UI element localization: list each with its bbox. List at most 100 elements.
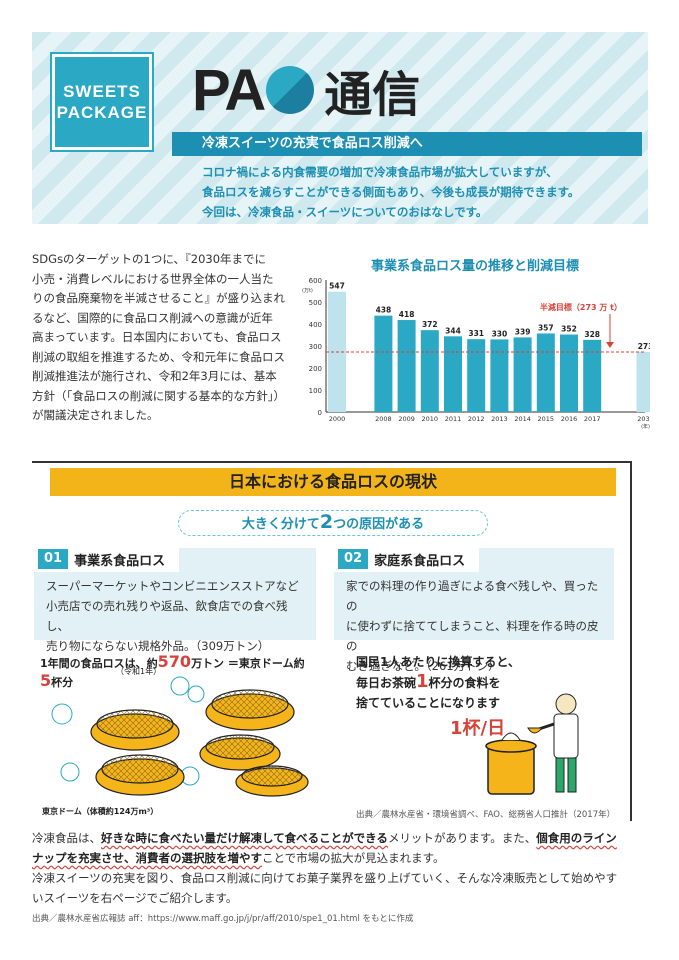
cause-number: 02 (338, 549, 369, 569)
section-title: 日本における食品ロスの現状 (50, 468, 616, 496)
cause-number: 01 (38, 549, 69, 569)
stat-mid: ＝東京ドーム約 (227, 657, 305, 670)
logo-line2: PACKAGE (56, 103, 148, 122)
cause-line: に使わずに捨ててしまうこと、料理を作る時の皮の (346, 619, 599, 653)
bar-value-label: 328 (584, 330, 600, 339)
x-tick-label: 2010 (422, 415, 439, 423)
cause-body: スーパーマーケットやコンビニエンスストアなど 小売店での売れ残りや返品、飲食店で… (46, 576, 308, 656)
bar (374, 315, 393, 412)
bar-value-label: 372 (422, 320, 438, 329)
stat-text: 毎日お茶碗 (356, 676, 417, 690)
cause-line: 売り物にならない規格外品。（309万トン） (46, 639, 270, 653)
x-tick-label: 2016 (561, 415, 578, 423)
text: ことで市場の拡大が見込まれます。 (262, 851, 445, 865)
y-tick-label: 100 (309, 387, 322, 395)
bar-value-label: 330 (492, 329, 508, 338)
y-tick-label: 200 (309, 365, 322, 373)
dome-icon (90, 689, 309, 797)
x-tick-label: 2011 (445, 415, 462, 423)
highlight: 好きな時に食べたい量だけ解凍して食べることができる (101, 831, 388, 845)
bar-value-label: 339 (515, 327, 531, 336)
bar (583, 339, 602, 412)
cause-head: 02 家庭系食品ロス (334, 546, 480, 572)
stat-pre: 1年間の食品ロスは、約 (40, 657, 158, 670)
bar-value-label: 418 (399, 310, 415, 319)
bar-value-label: 438 (376, 306, 392, 315)
bar (397, 320, 416, 412)
stat-num: 1 (416, 671, 429, 692)
stat-text: 杯分の食料を (428, 676, 501, 690)
cause-business: 01 事業系食品ロス スーパーマーケットやコンビニエンスストアなど 小売店での売… (34, 546, 316, 653)
bar-value-label: 352 (561, 325, 577, 334)
text: 冷凍食品は、 (32, 831, 101, 845)
stat-note: （令和1年） (116, 667, 162, 676)
tree-icon (51, 676, 205, 786)
header-banner: SWEETS PACKAGE PA 通信 冷凍スイーツの充実で食品ロス削減へ コ… (32, 32, 648, 224)
bar (560, 334, 578, 412)
lead-line: 食品ロスを減らすことができる側面もあり、今後も成長が期待できます。 (202, 185, 580, 199)
brand-left: PA (192, 57, 266, 123)
intro-line: 削減の取組を推進するため、令和元年に食品ロス (32, 349, 285, 364)
x-axis-unit: (年) (641, 423, 650, 430)
brand-o-icon (266, 66, 315, 114)
two-causes-pill: 大きく分けて2つの原因がある (178, 510, 488, 536)
food-loss-bar-chart: 0 100 200 300 400 500 600 (万t) 547 2000 438 2008 418… (302, 277, 650, 430)
per-person-stat: 国民1人あたりに換算すると、 毎日お茶碗1杯分の食料を 捨てていることになります (356, 652, 616, 713)
cause-body: 家での料理の作り過ぎによる食べ残しや、買ったの に使わずに捨ててしまうこと、料理… (346, 576, 606, 676)
pao-tsushin-title: PA 通信 (192, 50, 420, 130)
target-arrowhead (606, 341, 614, 348)
intro-line: りの食品廃棄物を半減させること』が盛り込まれ (32, 291, 285, 305)
annual-loss-stat: 1年間の食品ロスは、約570万トン ＝東京ドーム約 5杯分 （令和1年） (40, 652, 310, 690)
bar-value-label: 331 (468, 329, 484, 338)
cause-label: 事業系食品ロス (74, 553, 166, 569)
stat-num: 570 (157, 652, 192, 671)
y-tick-label: 400 (309, 321, 322, 329)
target-label: 半減目標（273 万 t） (540, 302, 622, 312)
x-tick-label: 2030 (637, 415, 650, 423)
trash-bin-person-icon (485, 693, 579, 795)
chart-title: 事業系食品ロス量の推移と削減目標 (370, 259, 579, 274)
stat-num2: 5 (40, 671, 52, 690)
x-tick-label: 2012 (468, 415, 485, 423)
lead-text: コロナ禍による内食需要の増加で冷凍食品市場が拡大していますが、 食品ロスを減らす… (202, 162, 642, 222)
bar-value-label: 547 (329, 282, 345, 291)
x-tick-label: 2009 (398, 415, 415, 423)
bar (467, 339, 486, 412)
y-tick-label: 500 (309, 299, 322, 307)
x-tick-label: 2015 (538, 415, 555, 423)
x-tick-label: 2013 (491, 415, 508, 423)
cause-line: 小売店での売れ残りや返品、飲食店での食べ残し、 (46, 599, 288, 633)
footer-source: 出典／農林水産省広報誌 aff：https://www.maff.go.jp/j… (32, 914, 414, 924)
bar (490, 339, 509, 412)
bar (513, 337, 532, 412)
bar (636, 351, 650, 412)
bottom-line: ナップを充実させ、消費者の選択肢を増やすことで市場の拡大が見込まれます。 (32, 848, 632, 868)
stat-unit: 万トン (191, 657, 225, 670)
cause-label: 家庭系食品ロス (374, 553, 466, 569)
intro-line: 小売・消費レベルにおける世界全体の一人当た (32, 271, 274, 286)
dome-caption: 東京ドーム（体積約124万m³） (42, 807, 159, 816)
cause-line: むき過ぎなど。（261万トン） (346, 659, 500, 673)
y-axis-unit: (万t) (302, 288, 313, 294)
intro-line: SDGsのターゲットの1つに、『2030年までに (32, 252, 267, 266)
causes-num: 2 (319, 511, 334, 533)
bar-value-label: 273 (638, 342, 650, 351)
tokyo-dome-illustration (51, 676, 309, 797)
text: メリットがあります。また、 (387, 831, 537, 845)
cause-line: スーパーマーケットやコンビニエンスストアなど (46, 579, 299, 593)
causes-pre: 大きく分けて (241, 517, 320, 532)
logo-line1: SWEETS (63, 81, 141, 101)
subtitle-bar: 冷凍スイーツの充実で食品ロス削減へ (172, 132, 642, 156)
stat-line: 国民1人あたりに換算すると、 (356, 655, 520, 669)
lead-line: 今回は、冷凍食品・スイーツについてのおはなしです。 (202, 205, 488, 219)
cause-head: 01 事業系食品ロス (34, 546, 180, 572)
intro-line: が閣議決定されました。 (32, 408, 159, 422)
causes-post: つの原因がある (333, 517, 425, 532)
lead-line: コロナ禍による内食需要の増加で冷凍食品市場が拡大していますが、 (202, 165, 558, 179)
highlight: 個食用のライン (536, 831, 617, 845)
intro-line: 削減推進法が施行され、令和2年3月には、基本 (32, 369, 277, 383)
bottom-line: 冷凍食品は、好きな時に食べたい量だけ解凍して食べることができるメリットがあります… (32, 828, 632, 848)
x-tick-label: 2014 (514, 415, 531, 423)
bar-value-label: 344 (445, 326, 461, 335)
section-frame-top (32, 461, 632, 463)
